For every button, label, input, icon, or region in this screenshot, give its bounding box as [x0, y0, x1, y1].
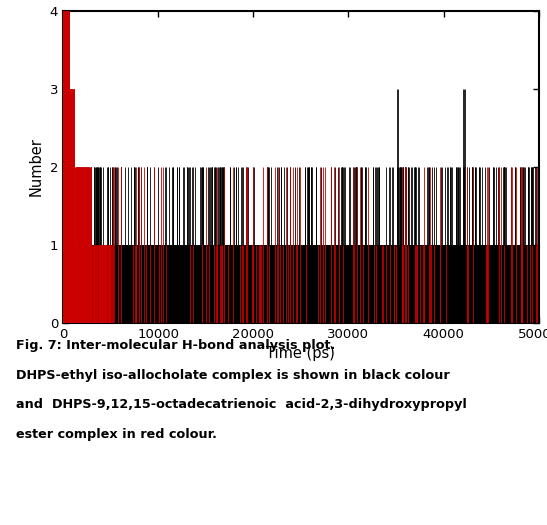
Text: DHPS-ethyl iso-allocholate complex is shown in black colour: DHPS-ethyl iso-allocholate complex is sh… [16, 369, 450, 382]
Text: Fig. 7: Inter-molecular H-bond analysis plot.: Fig. 7: Inter-molecular H-bond analysis … [16, 339, 336, 352]
Text: and  DHPS-9,12,15-octadecatrienoic  acid-2,3-dihydroxypropyl: and DHPS-9,12,15-octadecatrienoic acid-2… [16, 398, 467, 412]
X-axis label: Time (ps): Time (ps) [266, 346, 335, 361]
Text: ester complex in red colour.: ester complex in red colour. [16, 428, 217, 442]
Y-axis label: Number: Number [29, 137, 44, 196]
